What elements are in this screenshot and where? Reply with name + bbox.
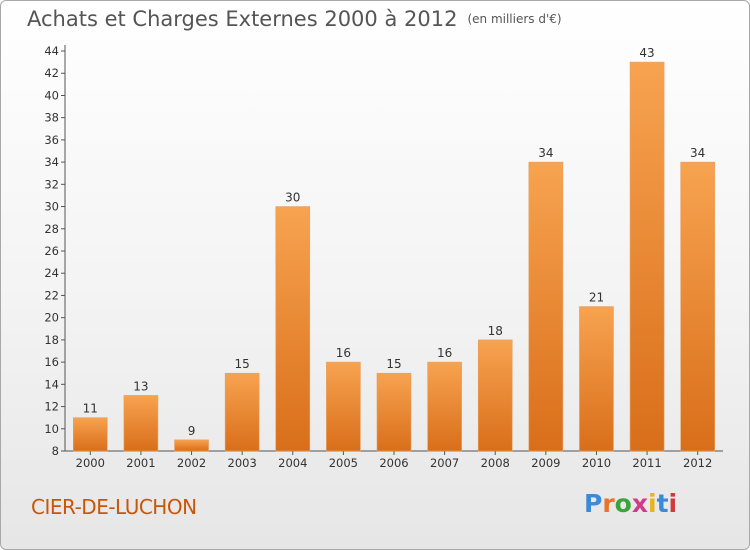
logo-letter: i [668,489,678,518]
x-tick-label: 2009 [531,456,560,470]
bar [528,161,564,452]
bar-value-label: 15 [386,357,401,371]
bar-value-label: 16 [437,346,452,360]
y-tick-label: 10 [44,422,59,436]
x-tick-label: 2004 [278,456,307,470]
y-tick-label: 42 [44,66,59,80]
bar [174,439,209,452]
y-tick-label: 24 [44,266,59,280]
bar [680,161,715,452]
bar [427,361,462,452]
x-tick-label: 2011 [632,456,661,470]
bar [477,339,513,452]
bar-value-label: 13 [133,379,148,393]
title-unit: (en milliers d'€) [467,12,562,26]
bar-value-label: 43 [639,46,654,60]
bar [73,417,108,452]
y-tick-label: 16 [44,355,59,369]
bar-value-label: 15 [235,357,250,371]
x-tick-label: 2005 [329,456,358,470]
x-tick-label: 2003 [228,456,257,470]
bar [629,61,665,452]
y-tick-label: 12 [44,400,59,414]
y-tick-label: 18 [44,333,59,347]
x-tick-label: 2001 [126,456,155,470]
y-tick-label: 26 [44,244,59,258]
bar-value-label: 34 [538,146,553,160]
bar-value-label: 11 [83,402,98,416]
logo-letter: o [614,489,632,518]
y-tick-label: 8 [52,444,59,458]
proxiti-logo: Proxiti [584,489,677,518]
bar [275,206,311,452]
axes: 8 10 12 14 16 18 20 22 24 26 28 30 32 34 36 38 40 42 44 200… [44,44,723,470]
y-tick-label: 14 [44,377,59,391]
x-tick-label: 2006 [379,456,408,470]
title-text: Achats et Charges Externes 2000 à 2012 [27,7,458,31]
bar-value-label: 34 [690,146,705,160]
logo-letter: t [656,489,669,518]
y-tick-label: 36 [44,133,59,147]
y-tick-label: 30 [44,200,59,214]
chart-title: Achats et Charges Externes 2000 à 2012 (e… [27,7,562,31]
bar-value-label: 9 [188,424,196,438]
bar-value-label: 18 [488,324,503,338]
bar [326,361,361,452]
bar-value-label: 21 [589,291,604,305]
bar [579,306,614,452]
bar [376,372,412,452]
y-tick-label: 32 [44,177,59,191]
logo-letter: P [584,489,603,518]
y-tick-label: 20 [44,311,59,325]
bar-value-label: 16 [336,346,351,360]
x-tick-label: 2012 [683,456,712,470]
x-tick-label: 2010 [582,456,611,470]
y-tick-label: 44 [44,44,59,58]
x-tick-label: 2007 [430,456,459,470]
bars: 11 13 9 15 30 16 15 16 18 34 21 43 34 [73,46,715,452]
y-tick-label: 28 [44,222,59,236]
logo-letter: i [648,489,657,518]
x-tick-label: 2008 [481,456,510,470]
logo-letter: r [602,489,615,518]
y-tick-label: 40 [44,88,59,102]
y-tick-label: 38 [44,111,59,125]
x-tick-label: 2002 [177,456,206,470]
x-tick-label: 2000 [76,456,105,470]
logo-letter: x [631,489,648,518]
commune-name: CIER-DE-LUCHON [31,495,197,519]
y-tick-label: 34 [44,155,59,169]
y-tick-label: 22 [44,288,59,302]
bar [224,372,260,452]
bar-value-label: 30 [285,191,300,205]
bar [123,395,159,452]
